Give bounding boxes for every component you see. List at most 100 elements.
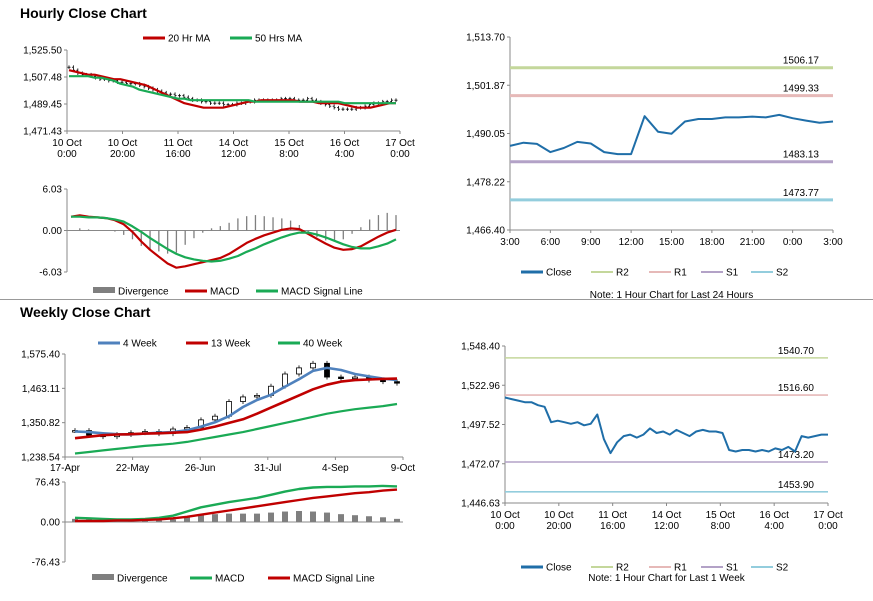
hourly-levels-x-tick-label: 21:00 [740, 237, 765, 248]
hourly-levels-x-tick-label: 18:00 [699, 237, 724, 248]
hourly-legend-divergence-swatch [93, 287, 115, 293]
weekly-price-candle-body [310, 362, 316, 369]
hourly-macd-y-tick-label: 6.03 [43, 185, 63, 196]
hourly-price-y-tick-label: 1,507.48 [23, 73, 62, 84]
weekly-levels-note: Note: 1 Hour Chart for Last 1 Week [588, 573, 746, 584]
weekly-levels-x-tick-label: 14 Oct 12:00 [652, 510, 682, 532]
hourly-levels-level-label-s1: 1483.13 [783, 150, 820, 161]
hourly-levels-legend-s2-label: S2 [776, 268, 789, 279]
hourly-price-x-tick-label: 15 Oct 8:00 [274, 138, 304, 160]
weekly-divergence-bar [394, 518, 400, 522]
weekly-macd-y-tick-label: -76.43 [32, 558, 61, 569]
hourly-price-x-tick-label: 16 Oct 4:00 [330, 138, 360, 160]
weekly-price-candle-body [254, 395, 260, 398]
hourly-levels-x-tick-label: 9:00 [581, 237, 601, 248]
hourly-levels-level-label-s2: 1473.77 [783, 188, 820, 199]
hourly-section-title: Hourly Close Chart [20, 5, 147, 21]
weekly-divergence-bar [226, 513, 232, 522]
weekly-ma13-line [74, 377, 398, 440]
hourly-legend-divergence-label: Divergence [118, 287, 169, 298]
weekly-levels-y-tick-label: 1,497.52 [461, 420, 500, 431]
weekly-levels-close-line [504, 396, 828, 455]
weekly-legend-macd-label: MACD [215, 574, 244, 585]
hourly-levels-x-tick-label: 6:00 [541, 237, 561, 248]
hourly-price-x-tick-label: 14 Oct 12:00 [219, 138, 249, 160]
weekly-levels-x-tick-label: 10 Oct 0:00 [490, 510, 520, 532]
weekly-legend-ma4-label: 4 Week [123, 339, 158, 350]
weekly-price-x-tick-label: 4-Sep [322, 463, 349, 474]
weekly-divergence-bar [170, 519, 176, 522]
weekly-divergence-bar [156, 520, 162, 522]
hourly-ma20-line [68, 69, 396, 109]
weekly-price-x-tick-label: 17-Apr [50, 463, 81, 474]
weekly-levels-y-tick-label: 1,548.40 [461, 342, 500, 353]
weekly-legend-ma40-label: 40 Week [303, 339, 343, 350]
hourly-price-y-tick-label: 1,471.43 [23, 127, 62, 138]
hourly-signal-line [71, 215, 397, 263]
weekly-levels-x-tick-label: 17 Oct 0:00 [813, 510, 843, 532]
weekly-levels-legend-r2-label: R2 [616, 563, 629, 574]
weekly-price-y-tick-label: 1,350.82 [21, 418, 60, 429]
hourly-price-x-tick-label: 11 Oct 16:00 [164, 138, 193, 160]
hourly-levels-level-label-r2: 1506.17 [783, 56, 820, 67]
weekly-divergence-bar [142, 520, 148, 522]
hourly-levels-y-tick-label: 1,501.87 [466, 81, 505, 92]
weekly-divergence-bar [338, 514, 344, 522]
weekly-levels-x-tick-label: 16 Oct 4:00 [759, 510, 789, 532]
section-divider [0, 299, 873, 300]
hourly-levels-y-tick-label: 1,466.40 [466, 226, 505, 237]
hourly-levels-y-tick-label: 1,490.05 [466, 129, 505, 140]
weekly-divergence-bar [254, 513, 260, 522]
hourly-price-x-tick-label: 10 Oct 20:00 [108, 138, 138, 160]
weekly-price-candle-body [212, 415, 218, 421]
weekly-price-x-tick-label: 26-Jun [185, 463, 216, 474]
weekly-price-candle-body [394, 381, 400, 384]
hourly-legend-ma20-label: 20 Hr MA [168, 34, 211, 45]
weekly-divergence-bar [310, 511, 316, 522]
hourly-legend-ma50-label: 50 Hrs MA [255, 34, 303, 45]
weekly-price-x-tick-label: 31-Jul [254, 463, 281, 474]
weekly-ma4-line [74, 366, 398, 436]
weekly-levels-level-label-s1: 1473.20 [778, 450, 815, 461]
weekly-divergence-bar [184, 516, 190, 522]
hourly-legend-signal-label: MACD Signal Line [281, 287, 363, 298]
weekly-divergence-bar [212, 514, 218, 522]
weekly-divergence-bar [352, 515, 358, 522]
weekly-levels-x-tick-label: 15 Oct 8:00 [706, 510, 736, 532]
hourly-levels-level-label-r1: 1499.33 [783, 84, 820, 95]
weekly-divergence-bar [240, 513, 246, 522]
weekly-legend-divergence-swatch [92, 574, 114, 580]
weekly-levels-level-label-s2: 1453.90 [778, 480, 815, 491]
weekly-levels-y-tick-label: 1,522.96 [461, 381, 500, 392]
hourly-levels-x-tick-label: 3:00 [823, 237, 843, 248]
weekly-signal-line [75, 488, 398, 523]
weekly-price-candle-body [324, 362, 330, 378]
hourly-levels-close-line [509, 113, 834, 156]
hourly-price-y-tick-label: 1,525.50 [23, 46, 62, 57]
weekly-macd-y-tick-label: 0.00 [41, 518, 61, 529]
weekly-legend-divergence-label: Divergence [117, 574, 168, 585]
weekly-price-y-tick-label: 1,575.40 [21, 350, 60, 361]
hourly-levels-x-tick-label: 12:00 [619, 237, 644, 248]
weekly-levels-y-tick-label: 1,472.07 [461, 459, 500, 470]
weekly-levels-y-tick-label: 1,446.63 [461, 499, 500, 510]
hourly-levels-legend-r2-label: R2 [616, 268, 629, 279]
weekly-price-y-tick-label: 1,238.54 [21, 453, 60, 464]
weekly-divergence-bar [380, 517, 386, 522]
hourly-levels-note: Note: 1 Hour Chart for Last 24 Hours [590, 290, 753, 301]
weekly-levels-legend-s1-label: S1 [726, 563, 739, 574]
hourly-levels-x-tick-label: 0:00 [783, 237, 803, 248]
weekly-price-y-tick-label: 1,463.11 [22, 384, 61, 395]
hourly-price-y-tick-label: 1,489.45 [23, 100, 62, 111]
hourly-macd-y-tick-label: 0.00 [43, 226, 63, 237]
weekly-legend-signal-label: MACD Signal Line [293, 574, 375, 585]
weekly-section-title: Weekly Close Chart [20, 304, 151, 320]
hourly-price-x-tick-label: 10 Oct 0:00 [52, 138, 82, 160]
hourly-levels-y-tick-label: 1,513.70 [466, 33, 505, 44]
weekly-ma40-line [74, 402, 398, 455]
hourly-legend-macd-label: MACD [210, 287, 239, 298]
hourly-macd-line [70, 214, 397, 269]
weekly-price-candle-body [338, 376, 344, 379]
weekly-divergence-bar [282, 511, 288, 522]
